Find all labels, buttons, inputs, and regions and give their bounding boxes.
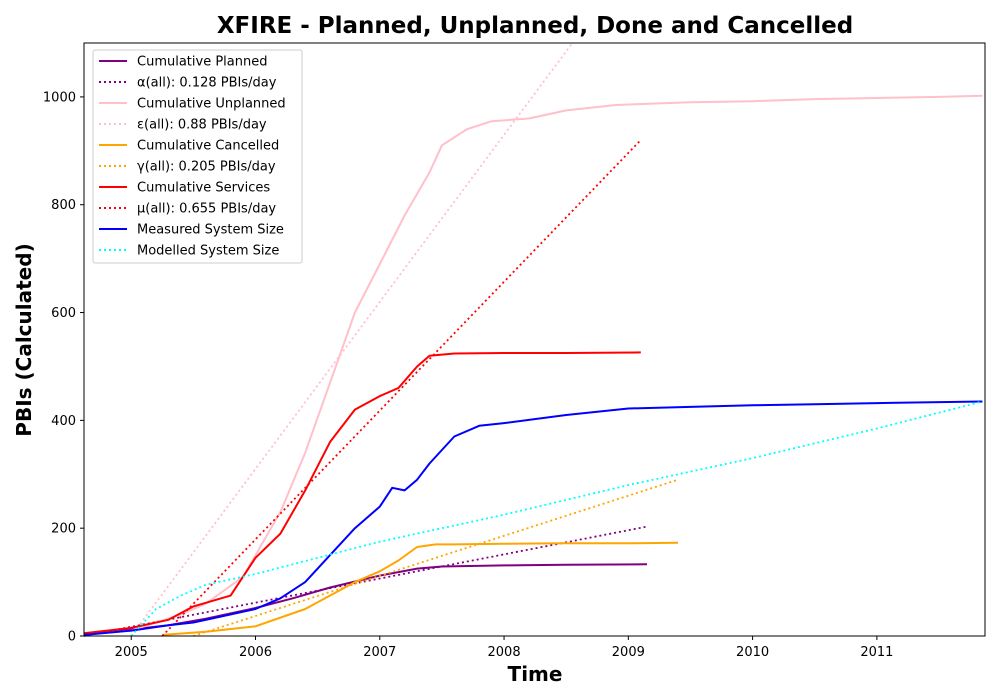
legend-label: Cumulative Cancelled [137,139,279,154]
series-line-0 [83,563,648,636]
x-tick-label: 2006 [239,645,272,660]
x-tick-label: 2008 [488,645,521,660]
series-line-4 [162,541,679,636]
x-tick-label: 2011 [860,645,893,660]
plot-frame [83,42,986,637]
series-line-9 [130,400,983,637]
series-line-3 [130,42,574,637]
legend-label: α(all): 0.128 PBIs/day [137,76,277,91]
y-axis-label: PBIs (Calculated) [12,243,36,436]
y-tick-label: 0 [68,630,76,645]
legend-label: Cumulative Unplanned [137,97,286,112]
x-tick-label: 2005 [115,645,148,660]
plot-lines [83,42,983,637]
y-tick-label: 1000 [43,90,76,105]
legend-box [92,49,303,264]
x-ticks: 2005 2006 2007 2008 2009 2010 2011 [115,636,893,660]
x-tick-label: 2007 [363,645,396,660]
x-axis-label: Time [508,662,563,686]
legend-label: Measured System Size [137,223,284,238]
legend-label: μ(all): 0.655 PBIs/day [137,202,276,217]
y-tick-label: 800 [51,198,76,213]
legend-label: ε(all): 0.88 PBIs/day [137,118,267,133]
series-line-2 [83,94,983,636]
series-line-5 [193,478,679,637]
x-tick-label: 2009 [612,645,645,660]
legend-label: Cumulative Services [137,181,270,196]
legend: Cumulative Planned α(all): 0.128 PBIs/day… [92,49,303,264]
y-tick-label: 200 [51,522,76,537]
y-ticks: 0 200 400 600 800 1000 [43,90,84,645]
chart-title: XFIRE - Planned, Unplanned, Done and Can… [217,13,853,39]
y-tick-label: 400 [51,414,76,429]
y-tick-label: 600 [51,306,76,321]
x-tick-label: 2010 [736,645,769,660]
legend-label: Cumulative Planned [137,55,267,70]
legend-label: γ(all): 0.205 PBIs/day [137,160,276,175]
series-line-8 [83,400,983,636]
series-line-6 [83,351,641,635]
legend-label: Modelled System Size [137,244,279,259]
